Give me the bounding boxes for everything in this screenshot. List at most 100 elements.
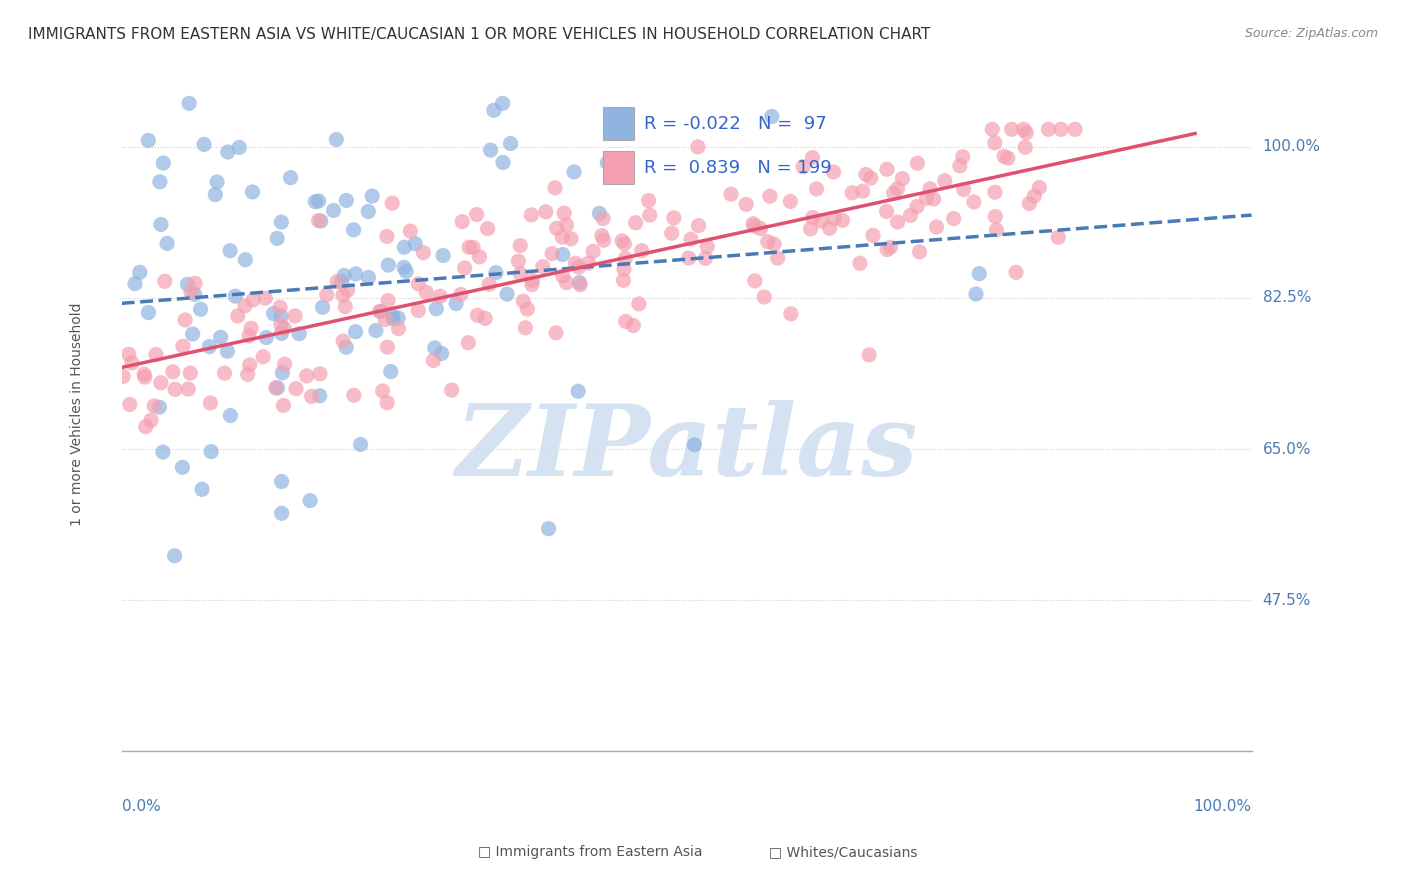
pink: [375, 229, 398, 244]
blue: [156, 236, 179, 251]
pink: [408, 303, 430, 318]
blue: [492, 155, 515, 169]
pink: [612, 234, 634, 248]
pink: [143, 399, 166, 413]
pink: [800, 222, 823, 236]
blue: [138, 305, 160, 319]
pink: [284, 309, 307, 323]
pink: [336, 283, 359, 297]
pink: [516, 301, 538, 316]
blue: [444, 296, 467, 310]
pink: [560, 232, 582, 246]
pink: [162, 365, 184, 379]
pink: [553, 206, 575, 220]
pink: [132, 367, 155, 381]
pink: [412, 245, 434, 260]
pink: [555, 218, 578, 232]
pink: [534, 204, 557, 219]
blue: [311, 300, 333, 314]
pink: [688, 219, 710, 233]
pink: [295, 368, 318, 383]
blue: [266, 381, 288, 395]
pink: [555, 276, 578, 290]
pink: [918, 182, 941, 196]
blue: [148, 400, 170, 414]
pink: [942, 211, 965, 226]
pink: [592, 233, 614, 247]
pink: [852, 184, 875, 198]
pink: [1028, 180, 1050, 194]
pink: [905, 156, 928, 170]
pink: [744, 274, 766, 288]
pink: [301, 389, 323, 403]
blue: [394, 240, 416, 254]
pink: [254, 291, 277, 305]
pink: [908, 244, 931, 259]
blue: [349, 437, 371, 451]
blue: [965, 287, 987, 301]
pink: [905, 199, 928, 213]
blue: [392, 260, 415, 275]
pink: [240, 321, 263, 335]
blue: [309, 214, 332, 228]
pink: [582, 244, 605, 259]
blue: [193, 137, 215, 152]
pink: [273, 321, 295, 335]
pink: [1012, 122, 1035, 136]
pink: [1014, 140, 1036, 154]
blue: [152, 445, 174, 459]
pink: [612, 273, 634, 287]
pink: [823, 211, 845, 226]
blue: [217, 145, 239, 159]
blue: [124, 277, 146, 291]
blue: [205, 175, 228, 189]
pink: [806, 182, 828, 196]
pink: [876, 243, 898, 257]
blue: [308, 194, 330, 208]
blue: [308, 389, 330, 403]
pink: [754, 290, 776, 304]
pink: [915, 191, 938, 205]
pink: [831, 213, 853, 227]
blue: [270, 326, 292, 341]
Text: 100.0%: 100.0%: [1263, 139, 1320, 154]
pink: [613, 262, 636, 277]
Text: □ Whites/Caucasians: □ Whites/Caucasians: [769, 846, 918, 859]
pink: [763, 237, 786, 252]
blue: [322, 203, 344, 218]
pink: [792, 160, 814, 174]
blue: [179, 96, 201, 111]
blue: [181, 326, 204, 341]
pink: [269, 300, 291, 314]
pink: [478, 277, 501, 292]
pink: [638, 208, 661, 222]
pink: [264, 381, 287, 395]
pink: [862, 228, 884, 243]
pink: [997, 151, 1019, 165]
blue: [423, 341, 446, 355]
pink: [239, 358, 262, 372]
Text: 1 or more Vehicles in Household: 1 or more Vehicles in Household: [70, 302, 83, 526]
pink: [233, 299, 256, 313]
blue: [537, 522, 560, 536]
pink: [326, 275, 349, 289]
pink: [238, 328, 260, 343]
pink: [1005, 265, 1028, 279]
Text: □ Immigrants from Eastern Asia: □ Immigrants from Eastern Asia: [478, 846, 703, 859]
blue: [270, 475, 292, 489]
pink: [891, 171, 914, 186]
pink: [381, 196, 404, 211]
pink: [522, 273, 544, 287]
blue: [377, 258, 399, 272]
pink: [468, 250, 491, 264]
blue: [335, 194, 357, 208]
pink: [695, 252, 717, 266]
blue: [683, 438, 706, 452]
blue: [176, 277, 198, 292]
blue: [761, 110, 783, 124]
Text: Source: ZipAtlas.com: Source: ZipAtlas.com: [1244, 27, 1378, 40]
pink: [544, 181, 567, 195]
blue: [270, 215, 292, 229]
pink: [883, 186, 905, 200]
pink: [454, 260, 477, 275]
